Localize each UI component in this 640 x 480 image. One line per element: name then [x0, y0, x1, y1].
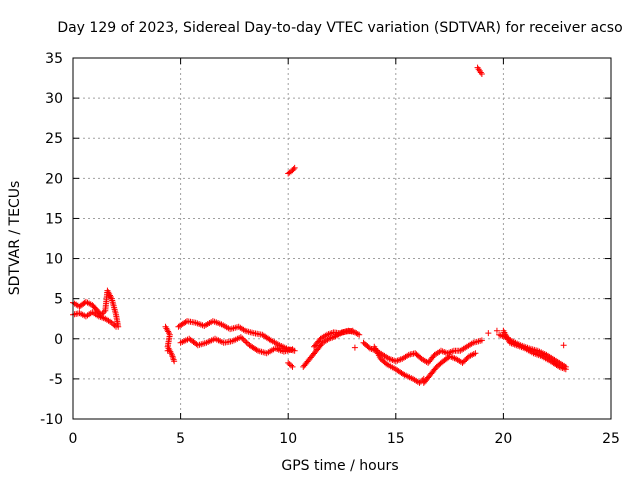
data-point: [459, 359, 466, 366]
data-point: [239, 335, 246, 342]
y-tick-label: 25: [45, 131, 63, 147]
data-point: [253, 346, 260, 353]
data-point: [237, 334, 244, 341]
data-point: [108, 319, 115, 326]
data-point: [266, 336, 273, 343]
y-tick-label: 5: [54, 292, 63, 308]
data-point: [478, 71, 485, 78]
data-point: [113, 323, 120, 330]
data-point: [560, 342, 567, 349]
data-point: [460, 358, 467, 365]
y-tick-label: 30: [45, 91, 63, 107]
x-tick-label: 20: [494, 431, 512, 447]
data-point: [171, 358, 178, 365]
data-point: [290, 166, 297, 173]
data-point: [110, 321, 117, 328]
data-point: [354, 330, 361, 337]
x-tick-labels: 0 5 10 15 20 25: [69, 431, 620, 447]
plot-frame: [72, 57, 612, 420]
data-points: [70, 64, 569, 386]
data-point: [164, 347, 171, 354]
y-tick-label: 15: [45, 211, 63, 227]
y-tick-label: 0: [54, 332, 63, 348]
data-point: [463, 355, 470, 362]
x-tick-label: 15: [387, 431, 405, 447]
data-point: [274, 345, 281, 352]
data-point: [111, 322, 118, 329]
data-point: [554, 362, 561, 369]
data-point: [289, 346, 296, 353]
y-tick-labels: -10 -5 0 5 10 15 20 25 30 35: [40, 51, 63, 428]
data-point: [485, 330, 492, 337]
chart-title: Day 129 of 2023, Sidereal Day-to-day VTE…: [57, 20, 622, 36]
y-tick-label: 20: [45, 171, 63, 187]
x-tick-label: 5: [176, 431, 185, 447]
y-tick-label: 10: [45, 252, 63, 268]
data-point: [289, 363, 296, 370]
data-point: [562, 366, 569, 373]
x-tick-label: 10: [279, 431, 297, 447]
x-tick-label: 25: [602, 431, 620, 447]
y-tick-label: -10: [40, 412, 63, 428]
y-tick-label: -5: [49, 372, 63, 388]
data-point: [240, 336, 247, 343]
data-point: [242, 338, 249, 345]
data-point: [462, 357, 469, 364]
x-axis-label: GPS time / hours: [281, 458, 398, 474]
data-point: [382, 360, 389, 367]
data-point: [349, 327, 356, 334]
data-point: [285, 359, 292, 366]
data-point: [291, 164, 298, 171]
y-tick-label: 35: [45, 51, 63, 67]
data-point: [356, 331, 363, 338]
data-point: [100, 309, 107, 316]
data-point: [243, 339, 250, 346]
data-point: [478, 337, 485, 344]
data-point: [351, 344, 358, 351]
data-point: [288, 362, 295, 369]
data-point: [286, 361, 293, 368]
data-point: [493, 327, 500, 334]
data-point: [399, 370, 406, 377]
y-axis-label: SDTVAR / TECUs: [7, 181, 23, 296]
axis-ticks: [72, 57, 612, 420]
data-point: [472, 350, 479, 357]
grid-lines: [73, 58, 611, 419]
x-tick-label: 0: [69, 431, 78, 447]
